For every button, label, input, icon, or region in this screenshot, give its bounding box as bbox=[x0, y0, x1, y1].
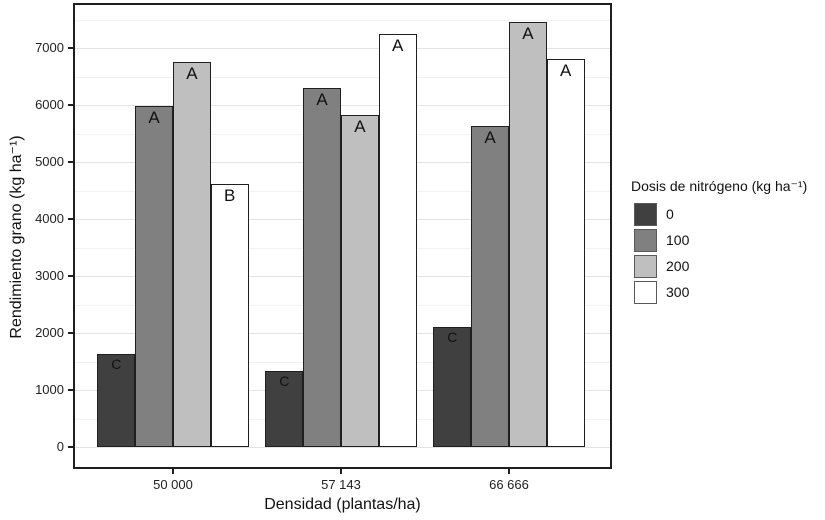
x-tick-label: 50 000 bbox=[153, 477, 193, 492]
y-axis-tick bbox=[68, 161, 73, 163]
legend-item-label: 300 bbox=[666, 284, 690, 300]
y-tick-label: 2000 bbox=[35, 325, 64, 340]
legend-swatch-0 bbox=[634, 203, 657, 226]
x-tick-label: 57 143 bbox=[321, 477, 361, 492]
x-axis-tick bbox=[172, 469, 174, 474]
bar bbox=[509, 21, 547, 447]
bar bbox=[378, 33, 417, 447]
bar-letter-label: A bbox=[560, 61, 572, 81]
y-axis-tick bbox=[68, 389, 73, 391]
bar bbox=[546, 59, 585, 447]
bar bbox=[135, 106, 173, 447]
legend-item-label: 100 bbox=[666, 232, 690, 248]
gridline-major bbox=[73, 105, 612, 106]
y-axis-tick bbox=[68, 47, 73, 49]
legend-item-label: 200 bbox=[666, 258, 690, 274]
x-axis-tick bbox=[508, 469, 510, 474]
bar-letter-label: C bbox=[447, 329, 458, 346]
gridline-major bbox=[73, 48, 612, 49]
y-tick-label: 0 bbox=[56, 439, 64, 454]
x-axis-tick bbox=[340, 469, 342, 474]
x-tick-label: 66 666 bbox=[489, 477, 529, 492]
gridline-major bbox=[73, 447, 612, 448]
bar-letter-label: A bbox=[484, 127, 496, 147]
y-tick-label: 4000 bbox=[35, 211, 64, 226]
bar-letter-label: A bbox=[392, 35, 404, 55]
y-tick-label: 3000 bbox=[35, 268, 64, 283]
bar-letter-label: A bbox=[316, 89, 328, 109]
bar-letter-label: B bbox=[224, 186, 236, 206]
bar-letter-label: C bbox=[111, 355, 122, 372]
bar-letter-label: A bbox=[522, 23, 534, 43]
gridline-minor bbox=[73, 76, 612, 78]
y-axis-tick bbox=[68, 275, 73, 277]
bar bbox=[173, 61, 211, 447]
x-axis-title: Densidad (plantas/ha) bbox=[264, 496, 421, 513]
legend-swatch-100 bbox=[634, 229, 657, 252]
legend-title: Dosis de nitrógeno (kg ha⁻¹) bbox=[631, 178, 808, 194]
bar-letter-label: A bbox=[186, 63, 198, 83]
legend-item-label: 0 bbox=[666, 206, 674, 222]
y-tick-label: 7000 bbox=[35, 40, 64, 55]
legend-swatch-300 bbox=[634, 281, 657, 304]
plot-panel: C A A B C A A A C A A A bbox=[73, 3, 612, 469]
bar-letter-label: A bbox=[354, 117, 366, 137]
gridline-minor bbox=[73, 19, 612, 21]
bar bbox=[210, 184, 249, 447]
y-axis-tick bbox=[68, 218, 73, 220]
legend-swatch-200 bbox=[634, 255, 657, 278]
bar bbox=[303, 87, 341, 447]
y-tick-label: 5000 bbox=[35, 154, 64, 169]
bar bbox=[433, 327, 472, 447]
y-axis-tick bbox=[68, 446, 73, 448]
y-axis-title: Rendimiento grano (kg ha⁻¹) bbox=[8, 135, 25, 339]
bar bbox=[97, 353, 136, 447]
bar bbox=[265, 370, 304, 447]
y-tick-label: 6000 bbox=[35, 97, 64, 112]
y-axis-tick bbox=[68, 104, 73, 106]
y-tick-label: 1000 bbox=[35, 382, 64, 397]
bar-letter-label: A bbox=[148, 108, 160, 128]
bar-letter-label: C bbox=[279, 372, 290, 389]
bar bbox=[341, 115, 379, 447]
y-axis-tick bbox=[68, 332, 73, 334]
bar bbox=[471, 125, 509, 447]
